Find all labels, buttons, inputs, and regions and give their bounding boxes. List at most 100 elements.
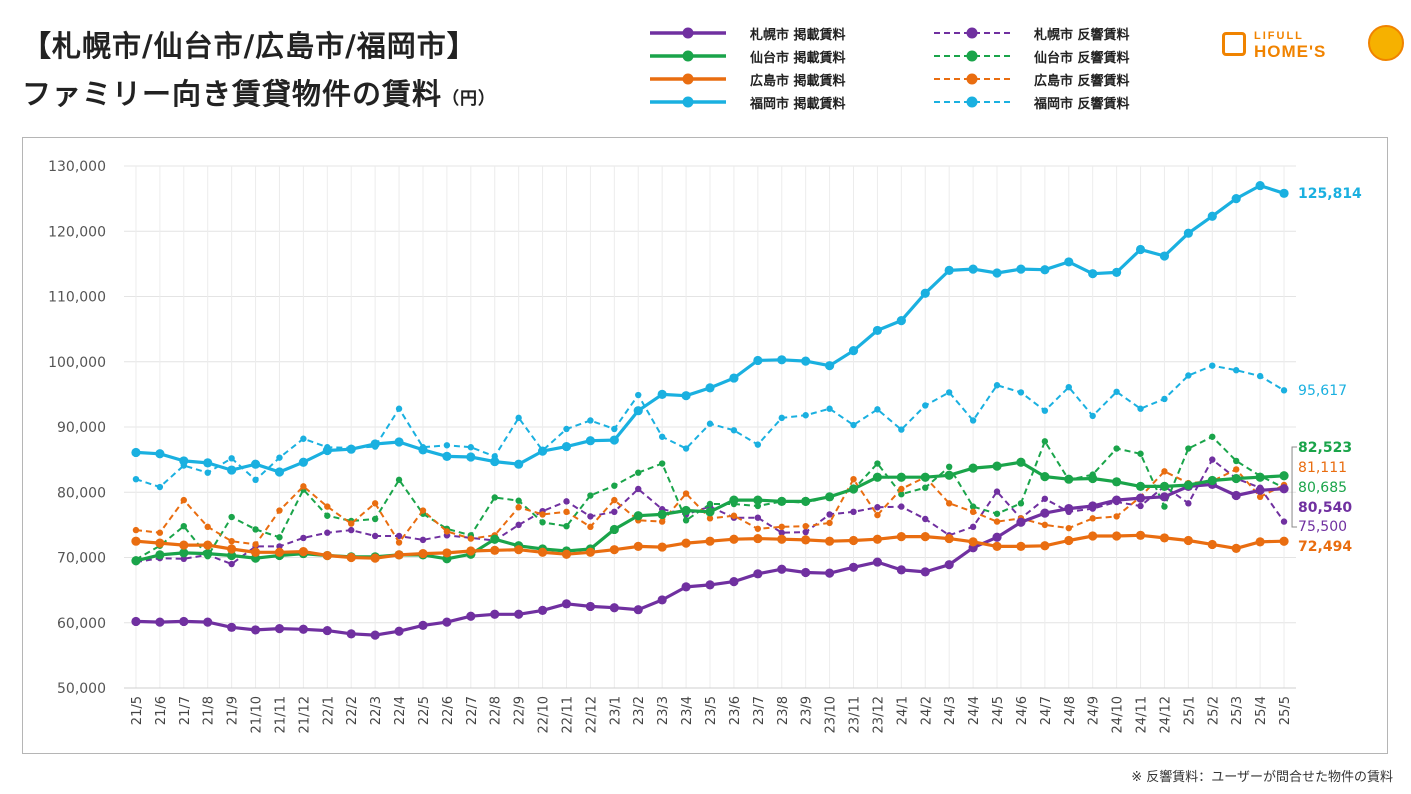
data-point	[228, 560, 235, 568]
x-tick-label: 24/11	[1135, 696, 1150, 733]
data-point	[346, 552, 356, 563]
data-point	[155, 449, 165, 459]
data-point	[1088, 501, 1098, 511]
x-tick-label: 24/1	[895, 696, 910, 725]
data-point	[874, 406, 881, 413]
data-point	[874, 460, 881, 467]
data-point	[228, 455, 235, 462]
x-tick-label: 22/9	[513, 696, 528, 725]
data-point	[778, 523, 785, 531]
data-point	[515, 497, 522, 504]
y-tick-label: 80,000	[57, 485, 106, 501]
legend-item: 広島市 掲載賃料	[648, 68, 846, 90]
data-point	[250, 459, 261, 469]
data-point	[1113, 445, 1120, 452]
line-chart: 50,000 60,000 70,000 80,000 90,000 100,000 110…	[48, 159, 1362, 733]
data-point	[587, 492, 594, 499]
data-point	[490, 545, 500, 555]
data-point	[539, 511, 546, 518]
data-point	[131, 556, 141, 566]
data-point	[394, 626, 404, 636]
data-point	[466, 452, 476, 462]
data-point	[298, 457, 308, 467]
y-tick-label: 100,000	[48, 355, 106, 371]
legend-label: 札幌市 掲載賃料	[750, 27, 846, 43]
legend-item: 仙台市 反響賃料	[932, 45, 1130, 67]
data-point	[848, 562, 859, 572]
data-point	[1159, 492, 1170, 502]
data-point	[1041, 438, 1049, 445]
data-point	[180, 522, 187, 530]
data-point	[370, 553, 380, 563]
data-point	[203, 540, 213, 550]
data-point	[1256, 372, 1264, 380]
data-point	[992, 268, 1002, 278]
data-point	[801, 356, 811, 366]
x-tick-label: 21/5	[130, 696, 145, 725]
data-point	[706, 420, 714, 427]
data-point	[515, 504, 522, 511]
data-point	[611, 482, 618, 489]
data-point	[585, 601, 596, 612]
data-point	[945, 389, 953, 396]
data-point	[1016, 264, 1026, 274]
data-point	[1017, 389, 1025, 396]
data-point	[322, 445, 332, 456]
data-point	[609, 545, 619, 555]
data-point	[1135, 493, 1146, 503]
legend-marker	[966, 27, 978, 39]
data-point	[1161, 468, 1168, 475]
data-point	[705, 580, 715, 590]
x-tick-label: 25/1	[1182, 696, 1197, 725]
data-point	[1207, 211, 1217, 221]
legend-item: 札幌市 掲載賃料	[648, 22, 846, 44]
end-value-label: 72,494	[1298, 539, 1352, 555]
data-point	[395, 539, 403, 546]
data-point	[1040, 265, 1050, 275]
data-point	[777, 534, 787, 544]
data-point	[872, 472, 883, 482]
data-point	[585, 547, 596, 557]
data-point	[394, 550, 404, 560]
data-point	[274, 467, 285, 477]
data-point	[993, 518, 1001, 525]
x-tick-label: 22/3	[369, 696, 384, 725]
data-point	[1041, 407, 1049, 414]
series-0	[131, 479, 1289, 640]
data-point	[1256, 493, 1264, 501]
data-point	[635, 391, 642, 399]
data-point	[609, 603, 619, 613]
data-point	[1137, 450, 1144, 457]
data-point	[682, 445, 690, 452]
data-point	[1040, 541, 1050, 551]
data-point	[1064, 257, 1074, 267]
data-point	[370, 630, 380, 640]
x-tick-label: 24/5	[991, 696, 1006, 725]
data-point	[466, 611, 476, 621]
x-tick-label: 22/4	[393, 696, 408, 725]
data-point	[922, 515, 929, 523]
data-point	[371, 500, 379, 507]
y-tick-label: 120,000	[48, 224, 106, 240]
end-value-label: 125,814	[1298, 186, 1362, 202]
end-value-label: 82,523	[1298, 440, 1352, 456]
data-point	[156, 529, 164, 536]
data-point	[826, 519, 833, 527]
data-point	[227, 465, 237, 475]
data-point	[419, 536, 427, 544]
data-point	[968, 537, 978, 547]
x-tick-label: 24/12	[1158, 696, 1173, 733]
data-point	[131, 616, 141, 627]
x-tick-label: 23/10	[824, 696, 839, 733]
data-point	[898, 503, 905, 510]
data-point	[1279, 471, 1289, 481]
data-point	[1040, 471, 1050, 482]
lifull-homes-logo: LIFULL HOME'S	[1222, 24, 1404, 68]
legend-swatch	[934, 27, 1010, 39]
data-point	[179, 540, 189, 550]
data-point	[682, 490, 690, 497]
chart-frame: 50,000 60,000 70,000 80,000 90,000 100,000 110…	[22, 137, 1388, 754]
data-point	[1137, 405, 1144, 412]
x-tick-label: 24/7	[1039, 696, 1054, 725]
chart-title: 【札幌市/仙台市/広島市/福岡市】 ファミリー向き賃貸物件の賃料（円）	[22, 22, 496, 123]
